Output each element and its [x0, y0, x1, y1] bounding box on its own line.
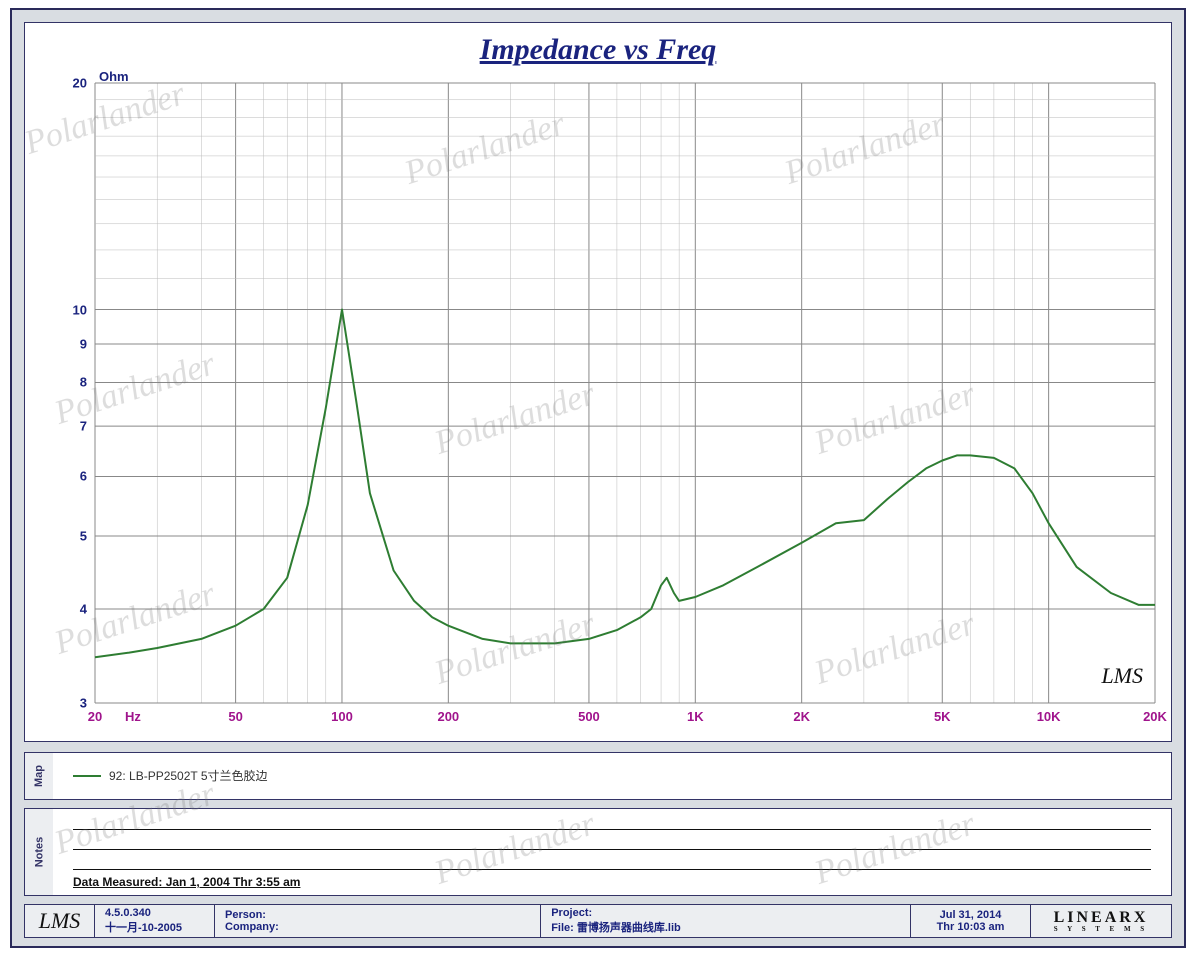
- x-axis-label: Hz: [125, 709, 141, 724]
- y-tick-label: 4: [57, 601, 87, 616]
- footer-lms: LMS: [25, 905, 95, 937]
- notes-line: [73, 849, 1151, 850]
- footer-person: Person: Company:: [215, 905, 541, 937]
- chart-panel: Impedance vs Freq Ohm LMS 34567891020 20…: [24, 22, 1172, 742]
- x-tick-label: 10K: [1037, 709, 1061, 724]
- footer-linearx: LINEARX S Y S T E M S: [1031, 905, 1171, 937]
- footer-project: Project: File: 雷博扬声器曲线库.lib: [541, 905, 911, 937]
- y-tick-label: 5: [57, 529, 87, 544]
- legend-swatch: [73, 775, 101, 777]
- notes-line: [73, 829, 1151, 830]
- x-tick-label: 20K: [1143, 709, 1167, 724]
- plot-svg: [25, 23, 1171, 741]
- legend-panel: Map 92: LB-PP2502T 5寸兰色胶边: [24, 752, 1172, 800]
- notes-line: [73, 869, 1151, 870]
- x-tick-label: 50: [228, 709, 242, 724]
- legend-side: Map: [25, 753, 54, 799]
- footer-time: Jul 31, 2014 Thr 10:03 am: [911, 905, 1031, 937]
- x-tick-label: 500: [578, 709, 600, 724]
- x-tick-label: 20: [88, 709, 102, 724]
- x-tick-label: 2K: [793, 709, 810, 724]
- y-tick-label: 20: [57, 76, 87, 91]
- y-tick-label: 6: [57, 469, 87, 484]
- x-tick-label: 1K: [687, 709, 704, 724]
- lms-in-plot: LMS: [1101, 663, 1143, 689]
- legend-item: 92: LB-PP2502T 5寸兰色胶边: [73, 767, 268, 784]
- x-tick-label: 200: [437, 709, 459, 724]
- y-tick-label: 9: [57, 336, 87, 351]
- notes-side: Notes: [25, 809, 54, 895]
- y-tick-label: 7: [57, 419, 87, 434]
- x-tick-label: 100: [331, 709, 353, 724]
- legend-label: 92: LB-PP2502T 5寸兰色胶边: [109, 767, 268, 784]
- legend-body: 92: LB-PP2502T 5寸兰色胶边: [53, 753, 1171, 799]
- data-measured: Data Measured: Jan 1, 2004 Thr 3:55 am: [73, 875, 300, 889]
- y-tick-label: 10: [57, 302, 87, 317]
- footer: LMS 4.5.0.340 十一月-10-2005 Person: Compan…: [24, 904, 1172, 938]
- notes-body: Data Measured: Jan 1, 2004 Thr 3:55 am: [53, 809, 1171, 895]
- x-tick-label: 5K: [934, 709, 951, 724]
- notes-panel: Notes Data Measured: Jan 1, 2004 Thr 3:5…: [24, 808, 1172, 896]
- y-tick-label: 3: [57, 696, 87, 711]
- outer-frame: Impedance vs Freq Ohm LMS 34567891020 20…: [10, 8, 1186, 948]
- y-tick-label: 8: [57, 375, 87, 390]
- footer-version: 4.5.0.340 十一月-10-2005: [95, 905, 215, 937]
